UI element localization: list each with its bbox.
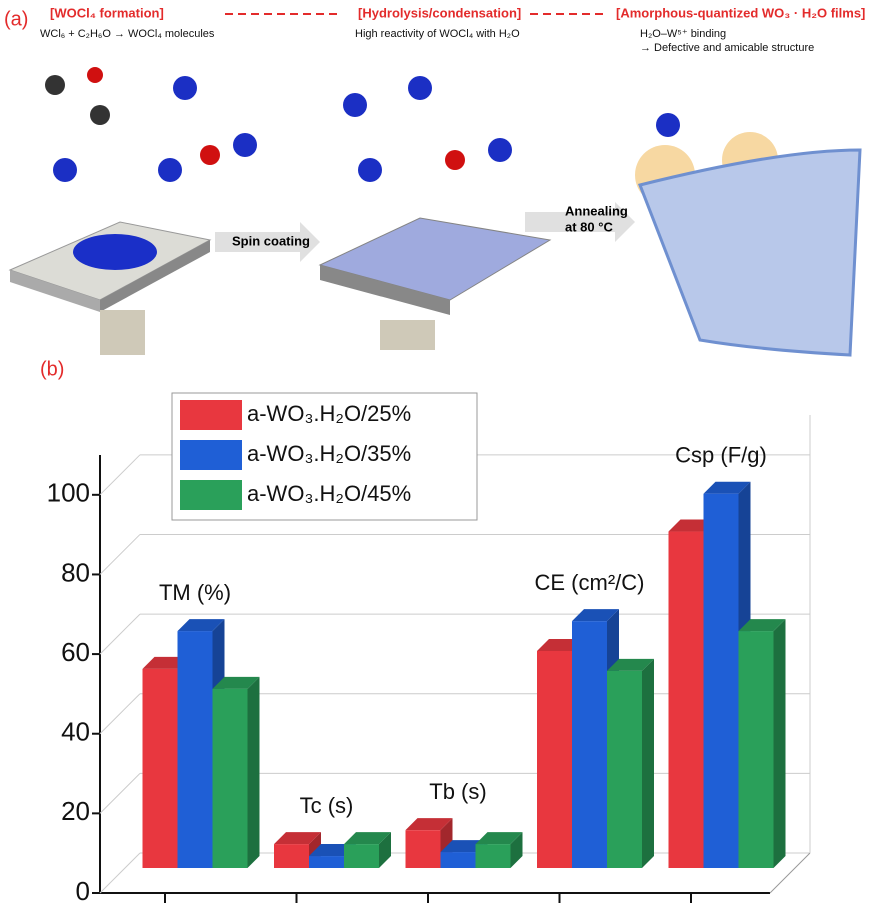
panel-a: (a) [WOCl₄ formation] [Hydrolysis/conden… bbox=[4, 5, 865, 357]
bar-top bbox=[607, 658, 654, 671]
floor-edge bbox=[769, 852, 811, 894]
bar-top bbox=[177, 619, 225, 632]
note: WCl₆ + C₂H₆O → WOCl₄ molecules bbox=[40, 28, 215, 40]
bar-front bbox=[274, 844, 309, 868]
bar-top bbox=[738, 619, 786, 632]
category-label: Tb (s) bbox=[429, 779, 486, 804]
bar-side bbox=[773, 619, 786, 868]
bar-front bbox=[177, 631, 213, 868]
bar-top bbox=[344, 832, 391, 845]
bar-front bbox=[309, 856, 344, 868]
legend-swatch bbox=[180, 480, 242, 510]
bar-front bbox=[212, 688, 248, 868]
legend-label: a-WO₃.H₂O/25% bbox=[247, 401, 411, 426]
panel-label: (a) bbox=[4, 8, 28, 30]
bar bbox=[212, 676, 260, 868]
grid-line bbox=[99, 534, 141, 575]
grid-line bbox=[99, 852, 141, 894]
category-label: CE (cm²/C) bbox=[535, 570, 645, 595]
bar-front bbox=[344, 844, 379, 868]
bar-top bbox=[212, 676, 260, 689]
step-title: [Amorphous-quantized WO₃ · H₂O films] bbox=[616, 5, 865, 20]
grid-line bbox=[99, 613, 141, 655]
step-title: [WOCl₄ formation] bbox=[50, 5, 164, 20]
category-label: TM (%) bbox=[159, 580, 231, 605]
y-tick-label: 0 bbox=[76, 876, 90, 906]
bar-front bbox=[440, 852, 476, 868]
y-tick-label: 100 bbox=[47, 478, 90, 508]
bar bbox=[475, 832, 523, 868]
bar-front bbox=[607, 670, 642, 868]
category-label: Tc (s) bbox=[300, 793, 354, 818]
bar-front bbox=[668, 531, 704, 868]
bar-front bbox=[537, 650, 572, 868]
process-label: Spin coating bbox=[232, 233, 310, 248]
bar-top bbox=[405, 818, 453, 831]
bar-top bbox=[703, 481, 751, 494]
y-tick-label: 40 bbox=[61, 717, 90, 747]
note: → Defective and amicable structure bbox=[640, 42, 814, 54]
process-label: Annealing bbox=[565, 203, 628, 218]
y-tick-label: 20 bbox=[61, 796, 90, 826]
legend-label: a-WO₃.H₂O/35% bbox=[247, 441, 411, 466]
note: H₂O–W⁵⁺ binding bbox=[640, 28, 726, 40]
grid-line bbox=[99, 454, 141, 496]
panel-label: (b) bbox=[40, 358, 64, 380]
note: High reactivity of WOCl₄ with H₂O bbox=[355, 28, 520, 40]
step-title: [Hydrolysis/condensation] bbox=[358, 5, 521, 20]
y-tick-label: 60 bbox=[61, 637, 90, 667]
bar-top bbox=[274, 832, 321, 845]
bar bbox=[344, 832, 391, 868]
bar-front bbox=[405, 830, 441, 868]
bar-front bbox=[142, 668, 178, 868]
bar-side bbox=[247, 676, 260, 868]
bar-front bbox=[475, 844, 511, 868]
process-label: at 80 °C bbox=[565, 219, 613, 234]
legend-label: a-WO₃.H₂O/45% bbox=[247, 481, 411, 506]
bar-top bbox=[572, 609, 619, 622]
bar bbox=[738, 619, 786, 868]
bar-side bbox=[379, 832, 391, 868]
legend-swatch bbox=[180, 400, 242, 430]
substrates bbox=[8, 148, 862, 357]
bar-side bbox=[510, 832, 523, 868]
bar-front bbox=[703, 493, 739, 868]
bar-front bbox=[572, 621, 607, 868]
bar-side bbox=[642, 658, 654, 868]
grid-line bbox=[99, 693, 141, 735]
y-tick-label: 80 bbox=[61, 557, 90, 587]
bar-front bbox=[738, 631, 774, 868]
bar-top bbox=[475, 832, 523, 845]
legend-swatch bbox=[180, 440, 242, 470]
bar bbox=[607, 658, 654, 868]
category-label: Csp (F/g) bbox=[675, 443, 767, 468]
grid-line bbox=[99, 773, 141, 814]
